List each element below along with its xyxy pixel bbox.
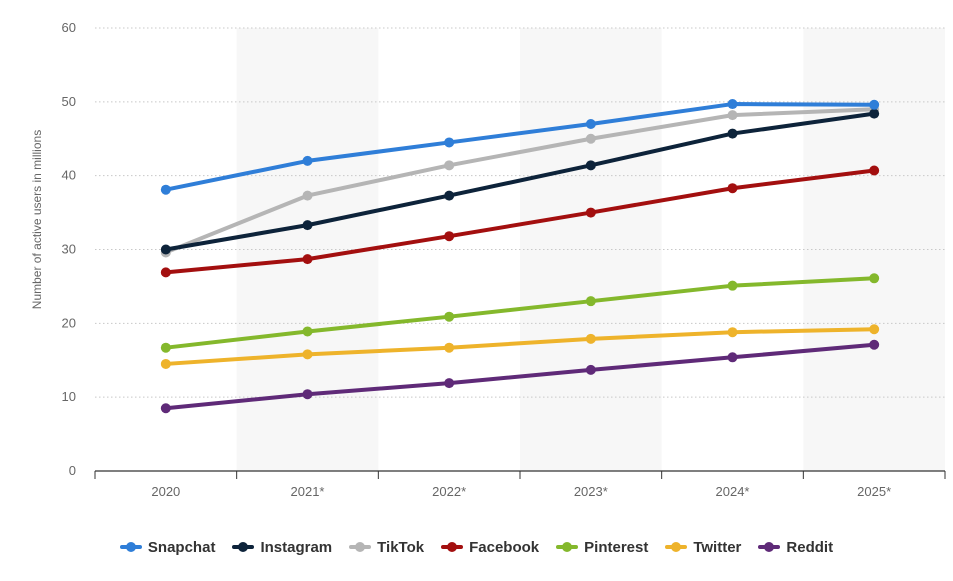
series-line-tiktok [163, 107, 877, 255]
point-reddit-0[interactable] [160, 403, 171, 414]
legend-item-pinterest[interactable]: Pinterest [556, 539, 648, 556]
point-snapchat-0[interactable] [160, 184, 171, 195]
series-line-snapchat [163, 102, 877, 192]
legend-swatch-icon [556, 542, 579, 552]
point-tiktok-3[interactable] [585, 133, 596, 144]
y-tick-label: 50 [62, 94, 76, 109]
legend-swatch-icon [349, 542, 372, 552]
series-instagram [160, 108, 880, 255]
x-tick-label: 2021* [291, 484, 325, 499]
point-reddit-2[interactable] [444, 378, 455, 389]
alternating-bands [236, 28, 945, 471]
point-snapchat-5[interactable] [869, 99, 880, 110]
legend-swatch-icon [665, 542, 688, 552]
point-instagram-1[interactable] [302, 220, 313, 231]
point-reddit-3[interactable] [585, 364, 596, 375]
series-line-twitter [163, 327, 877, 366]
x-tick-label: 2023* [574, 484, 608, 499]
y-tick-label: 40 [62, 168, 76, 183]
x-tick-label: 2020 [151, 484, 180, 499]
point-facebook-5[interactable] [869, 165, 880, 176]
point-instagram-2[interactable] [444, 190, 455, 201]
x-tick-label: 2024* [716, 484, 750, 499]
legend-label: TikTok [377, 538, 425, 556]
legend-label: Instagram [260, 538, 333, 556]
point-pinterest-2[interactable] [444, 311, 455, 322]
point-reddit-1[interactable] [302, 389, 313, 400]
point-facebook-2[interactable] [444, 231, 455, 242]
legend-swatch-icon [441, 542, 464, 552]
series-line-facebook [163, 168, 877, 275]
legend-label: Facebook [469, 538, 540, 556]
point-snapchat-1[interactable] [302, 155, 313, 166]
point-pinterest-5[interactable] [869, 273, 880, 284]
point-facebook-0[interactable] [160, 267, 171, 278]
legend: Snapchat Instagram TikTok Facebook Pinterest… [0, 536, 953, 558]
x-tick-label: 2022* [432, 484, 466, 499]
point-snapchat-4[interactable] [727, 99, 738, 110]
y-tick-label: 60 [62, 20, 76, 35]
point-snapchat-2[interactable] [444, 137, 455, 148]
point-instagram-4[interactable] [727, 128, 738, 139]
series-line-reddit [163, 342, 877, 411]
legend-swatch-icon [758, 542, 781, 552]
point-twitter-5[interactable] [869, 324, 880, 335]
y-tick-label: 0 [69, 463, 76, 478]
series-reddit [160, 339, 880, 414]
legend-swatch-icon [232, 542, 255, 552]
series-pinterest [160, 273, 880, 353]
legend-item-twitter[interactable]: Twitter [665, 539, 741, 556]
x-tick-label: 2025* [857, 484, 891, 499]
series-snapchat [160, 99, 880, 195]
point-twitter-3[interactable] [585, 333, 596, 344]
point-facebook-4[interactable] [727, 183, 738, 194]
series-lines [160, 99, 880, 414]
y-axis-label: Number of active users in millions [30, 130, 44, 309]
legend-label: Twitter [693, 538, 742, 556]
point-pinterest-0[interactable] [160, 342, 171, 353]
point-facebook-1[interactable] [302, 254, 313, 265]
x-axis-ticks: 2020 2021* 2022* 2023* 2024* 2025* [94, 471, 946, 499]
legend-label: Pinterest [584, 538, 649, 556]
legend-label: Reddit [786, 538, 834, 556]
series-line-instagram [163, 111, 877, 252]
point-tiktok-1[interactable] [302, 190, 313, 201]
point-twitter-2[interactable] [444, 342, 455, 353]
point-tiktok-2[interactable] [444, 160, 455, 171]
point-pinterest-1[interactable] [302, 326, 313, 337]
point-pinterest-3[interactable] [585, 296, 596, 307]
legend-item-reddit[interactable]: Reddit [758, 539, 833, 556]
legend-item-instagram[interactable]: Instagram [232, 539, 332, 556]
point-twitter-1[interactable] [302, 349, 313, 360]
point-twitter-4[interactable] [727, 327, 738, 338]
point-instagram-0[interactable] [160, 244, 171, 255]
point-twitter-0[interactable] [160, 358, 171, 369]
legend-item-facebook[interactable]: Facebook [441, 539, 539, 556]
legend-item-tiktok[interactable]: TikTok [349, 539, 424, 556]
point-tiktok-4[interactable] [727, 110, 738, 121]
point-reddit-4[interactable] [727, 352, 738, 363]
y-axis-ticks: 0 10 20 30 40 50 60 [62, 20, 76, 478]
series-twitter [160, 324, 880, 369]
point-snapchat-3[interactable] [585, 118, 596, 129]
y-tick-label: 10 [62, 389, 76, 404]
point-reddit-5[interactable] [869, 339, 880, 350]
point-facebook-3[interactable] [585, 207, 596, 218]
y-tick-label: 30 [62, 242, 76, 257]
legend-swatch-icon [119, 542, 142, 552]
series-facebook [160, 165, 880, 278]
legend-item-snapchat[interactable]: Snapchat [119, 538, 216, 556]
y-tick-label: 20 [62, 315, 76, 330]
point-instagram-5[interactable] [869, 108, 880, 119]
point-instagram-3[interactable] [585, 160, 596, 171]
series-line-pinterest [163, 276, 877, 350]
point-pinterest-4[interactable] [727, 280, 738, 291]
legend-label: Snapchat [147, 538, 216, 556]
gridlines [95, 27, 945, 398]
